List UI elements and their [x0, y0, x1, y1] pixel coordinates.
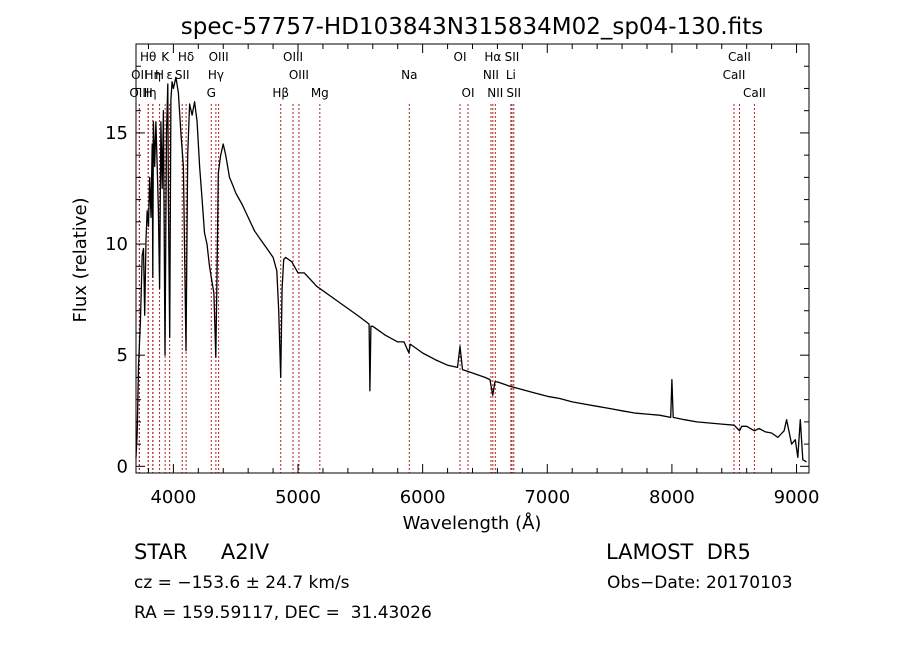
marker-label: Mg	[311, 86, 329, 100]
marker-label: SII	[505, 50, 520, 64]
marker-label: OI	[454, 50, 467, 64]
survey-release: LAMOST DR5	[606, 540, 751, 564]
spectrum-series	[135, 76, 807, 463]
y-axis-label: Flux (relative)	[70, 197, 91, 322]
marker-label: Hδ	[178, 50, 194, 64]
y-tick-label: 5	[117, 345, 128, 366]
marker-label: OII	[131, 68, 148, 82]
marker-label: Li	[506, 68, 516, 82]
marker-label: OIII	[129, 86, 149, 100]
plot-frame	[135, 43, 810, 474]
x-tick-label: 8000	[649, 487, 695, 508]
axes: 4000 5000 6000 7000 8000 9000 0 5 10 15	[105, 44, 819, 508]
chart-title: spec-57757-HD103843N315834M02_sp04-130.f…	[181, 14, 763, 40]
x-tick-label: 4000	[150, 487, 196, 508]
marker-label: Hγ	[208, 68, 224, 82]
x-tick-label: 9000	[774, 487, 820, 508]
marker-label: SII	[506, 86, 521, 100]
y-tick-label: 10	[105, 234, 128, 255]
marker-label: Hβ	[272, 86, 289, 100]
observation-date: Obs−Date: 20170103	[607, 573, 793, 593]
x-tick-label: 5000	[275, 487, 321, 508]
marker-label: OIII	[289, 68, 309, 82]
marker-label: H	[144, 86, 153, 100]
marker-label: CaII	[723, 68, 746, 82]
marker-label: OIII	[283, 50, 303, 64]
coordinates: RA = 159.59117, DEC = 31.43026	[134, 603, 432, 623]
marker-label: G	[207, 86, 216, 100]
redshift-value: cz = −153.6 ± 24.7 km/s	[134, 573, 350, 593]
x-tick-label: 6000	[400, 487, 446, 508]
marker-label: OIII	[209, 50, 229, 64]
object-type: STAR A2IV	[134, 540, 270, 564]
marker-label: Hα	[484, 50, 501, 64]
x-tick-label: 7000	[524, 487, 570, 508]
marker-label: CaII	[743, 86, 766, 100]
marker-label: OI	[462, 86, 475, 100]
marker-label: CaII	[728, 50, 751, 64]
spectrum-line	[135, 76, 807, 463]
marker-label: Na	[401, 68, 417, 82]
marker-label: Hη	[145, 68, 162, 82]
y-tick-label: 15	[105, 123, 128, 144]
marker-label: η	[149, 86, 157, 100]
marker-label: SII	[175, 68, 190, 82]
y-tick-label: 0	[117, 456, 128, 477]
marker-label: NII	[487, 86, 503, 100]
marker-label: K	[161, 50, 170, 64]
marker-label: ε	[166, 68, 173, 82]
marker-label: H	[155, 68, 164, 82]
marker-label: NII	[483, 68, 499, 82]
x-axis-label: Wavelength (Å)	[403, 512, 542, 534]
marker-label: Hθ	[140, 50, 156, 64]
